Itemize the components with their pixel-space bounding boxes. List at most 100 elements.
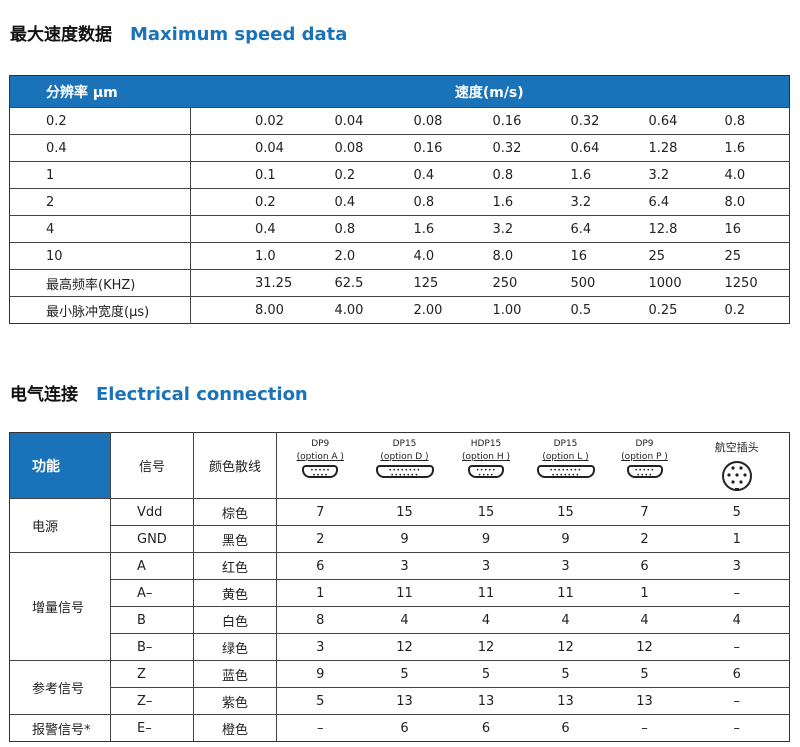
connection-row: 增量信号 A 红色 6 3 3 3 6 3 bbox=[9, 552, 790, 661]
dsub-9-icon: ••••• •••• bbox=[626, 465, 663, 479]
connector-name: DP9 bbox=[635, 439, 654, 449]
connector-header: 航空插头 bbox=[685, 433, 790, 499]
signal-cell: Z bbox=[110, 660, 194, 688]
connector-header: DP15 (option D ) •••••••• ••••••• bbox=[364, 433, 446, 499]
pin-cell: – bbox=[684, 579, 790, 607]
pin-cell: – bbox=[604, 714, 685, 742]
dsub-15-icon: •••••••• ••••••• bbox=[375, 465, 434, 479]
pin-cell: 6 bbox=[445, 714, 527, 742]
pin-cell: 13 bbox=[604, 687, 685, 715]
signal-cell: B– bbox=[110, 633, 194, 661]
wire-color-cell: 橙色 bbox=[193, 714, 277, 742]
speed-value: 0.02 bbox=[190, 107, 335, 135]
title-cn: 最大速度数据 bbox=[10, 25, 112, 45]
speed-value: 25 bbox=[648, 242, 725, 270]
speed-row: 最小脉冲宽度(μs) 8.00 4.00 2.00 1.00 0.5 0.25 0.2 bbox=[9, 296, 790, 324]
speed-value: 0.04 bbox=[334, 107, 414, 135]
speed-value: 2.00 bbox=[413, 296, 493, 324]
connector-option: (option D ) bbox=[380, 452, 429, 462]
speed-value: 31.25 bbox=[190, 269, 335, 297]
function-group: 增量信号 bbox=[9, 552, 111, 661]
speed-row: 0.4 0.04 0.08 0.16 0.32 0.64 1.28 1.6 bbox=[9, 134, 790, 162]
speed-row: 0.2 0.02 0.04 0.08 0.16 0.32 0.64 0.8 bbox=[9, 107, 790, 135]
pin-cell: 2 bbox=[604, 525, 685, 553]
speed-value: 0.1 bbox=[190, 161, 335, 189]
signal-cell: A bbox=[110, 552, 194, 580]
speed-table: 分辨率 μm 速度(m/s) 0.2 0.02 0.04 0.08 0.16 0.32 0.6… bbox=[9, 75, 790, 324]
speed-value: 0.5 bbox=[570, 296, 649, 324]
speed-value: 1.6 bbox=[570, 161, 649, 189]
speed-value: 16 bbox=[724, 215, 790, 243]
speed-value: 1.6 bbox=[413, 215, 493, 243]
speed-value: 12.8 bbox=[648, 215, 725, 243]
pin-cell: 11 bbox=[363, 579, 446, 607]
pin-cell: 9 bbox=[363, 525, 446, 553]
speed-value: 0.2 bbox=[190, 188, 335, 216]
speed-value: 0.16 bbox=[413, 134, 493, 162]
connector-option: (option H ) bbox=[462, 452, 510, 462]
speed-row: 1 0.1 0.2 0.4 0.8 1.6 3.2 4.0 bbox=[9, 161, 790, 189]
pin-cell: 1 bbox=[276, 579, 364, 607]
pin-cell: – bbox=[684, 714, 790, 742]
connection-table: 功能 信号 颜色散线 DP9 (option A ) ••••• •••• DP15 (o… bbox=[9, 432, 790, 742]
speed-value: 4.0 bbox=[724, 161, 790, 189]
speed-value: 1.6 bbox=[492, 188, 571, 216]
pin-cell: 2 bbox=[276, 525, 364, 553]
wire-color-cell: 黑色 bbox=[193, 525, 277, 553]
title-en: Electrical connection bbox=[96, 384, 308, 405]
signal-cell: Vdd bbox=[110, 498, 194, 526]
elec-section-title: 电气连接 Electrical connection bbox=[10, 380, 308, 405]
pin-cell: 3 bbox=[445, 552, 527, 580]
resolution-cell: 最小脉冲宽度(μs) bbox=[9, 296, 191, 324]
pin-cell: 13 bbox=[526, 687, 605, 715]
speed-value: 0.8 bbox=[413, 188, 493, 216]
pin-cell: 4 bbox=[684, 606, 790, 634]
connection-row: B– 绿色 3 12 12 12 12– bbox=[10, 633, 790, 661]
speed-value: 0.8 bbox=[334, 215, 414, 243]
pin-cell: 4 bbox=[604, 606, 685, 634]
connector-option: (option P ) bbox=[621, 452, 668, 462]
speed-value: 0.4 bbox=[334, 188, 414, 216]
pin-cell: 4 bbox=[363, 606, 446, 634]
pin-cell: 15 bbox=[445, 498, 527, 526]
speed-value: 1.00 bbox=[492, 296, 571, 324]
connector-name: DP15 bbox=[392, 439, 417, 449]
wire-color-cell: 棕色 bbox=[193, 498, 277, 526]
speed-row: 最高频率(KHZ) 31.25 62.5 125 250 500 1000 1250 bbox=[9, 269, 790, 297]
pin-cell: 5 bbox=[276, 687, 364, 715]
pin-cell: 6 bbox=[363, 714, 446, 742]
speed-value: 0.16 bbox=[492, 107, 571, 135]
pin-cell: 9 bbox=[276, 660, 364, 688]
speed-value: 0.08 bbox=[413, 107, 493, 135]
dsub-15-icon: •••••••• ••••••• bbox=[536, 465, 595, 479]
pin-cell: 6 bbox=[684, 660, 790, 688]
wire-color-cell: 黄色 bbox=[193, 579, 277, 607]
pin-cell: 11 bbox=[445, 579, 527, 607]
resolution-cell: 最高频率(KHZ) bbox=[9, 269, 191, 297]
speed-value: 500 bbox=[570, 269, 649, 297]
dsub-9-icon: ••••• •••• bbox=[302, 465, 339, 479]
speed-row: 2 0.2 0.4 0.8 1.6 3.2 6.4 8.0 bbox=[9, 188, 790, 216]
wire-color-cell: 紫色 bbox=[193, 687, 277, 715]
pin-cell: 1 bbox=[604, 579, 685, 607]
resolution-cell: 0.2 bbox=[9, 107, 191, 135]
connection-row: 参考信号 Z 蓝色 9 5 5 5 5 6 bbox=[9, 660, 790, 715]
speed-value: 3.2 bbox=[570, 188, 649, 216]
pin-cell: 7 bbox=[604, 498, 685, 526]
speed-value: 6.4 bbox=[570, 215, 649, 243]
pin-cell: 3 bbox=[276, 633, 364, 661]
pin-cell: 5 bbox=[684, 498, 790, 526]
connector-header: DP9 (option P ) ••••• •••• bbox=[605, 433, 685, 499]
pin-cell: 11 bbox=[526, 579, 605, 607]
pin-cell: 8 bbox=[276, 606, 364, 634]
connection-row: B 白色 8 4 4 4 4 4 bbox=[10, 606, 790, 634]
pin-cell: 13 bbox=[445, 687, 527, 715]
speed-value: 0.2 bbox=[334, 161, 414, 189]
connector-name: HDP15 bbox=[470, 439, 502, 449]
speed-row: 4 0.4 0.8 1.6 3.2 6.4 12.8 16 bbox=[9, 215, 790, 243]
speed-row: 10 1.0 2.0 4.0 8.0 16 25 25 bbox=[9, 242, 790, 270]
pin-cell: 15 bbox=[526, 498, 605, 526]
speed-value: 1250 bbox=[724, 269, 790, 297]
pin-cell: 13 bbox=[363, 687, 446, 715]
connector-header: HDP15 (option H ) ••••• •••• bbox=[446, 433, 527, 499]
